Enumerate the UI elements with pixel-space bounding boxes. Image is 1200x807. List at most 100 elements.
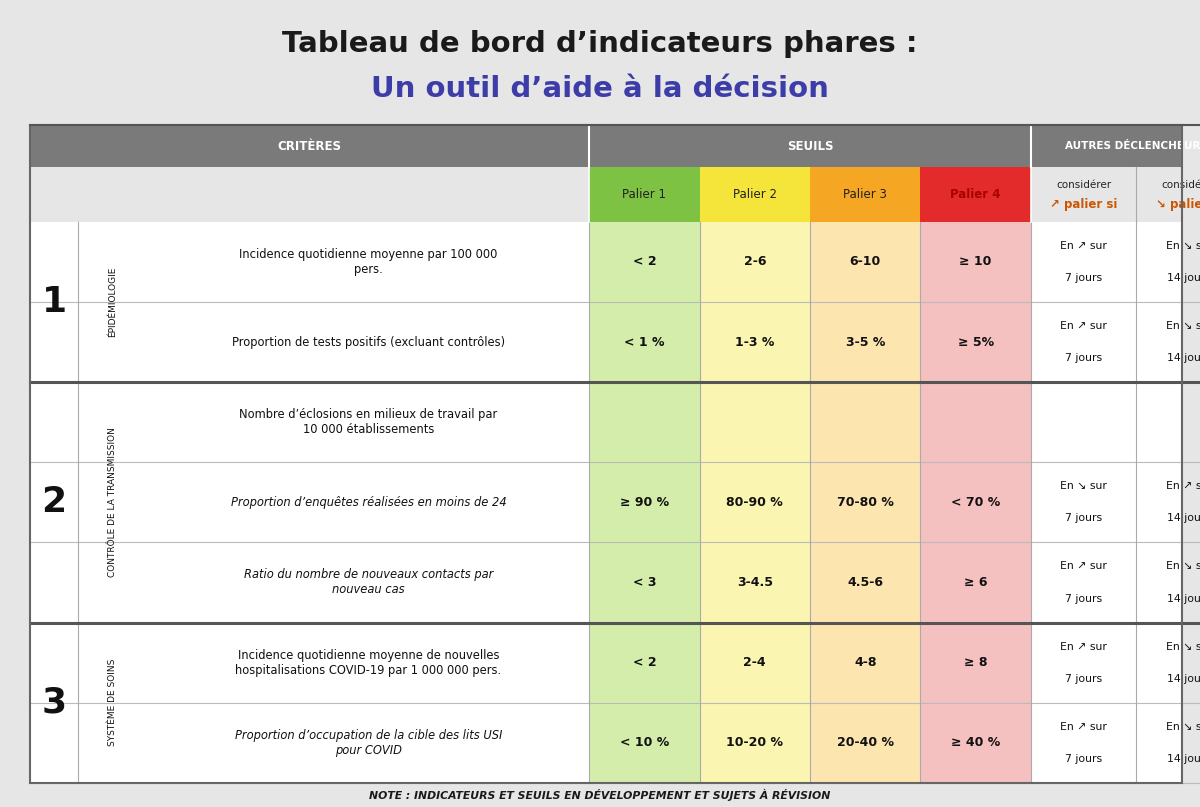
Bar: [589, 542, 700, 622]
Text: Un outil d’aide à la décision: Un outil d’aide à la décision: [371, 75, 829, 102]
Bar: [589, 462, 700, 542]
Text: SYSTÈME DE SOINS: SYSTÈME DE SOINS: [108, 659, 118, 746]
Text: En ↗ sur: En ↗ sur: [1060, 642, 1108, 651]
Bar: [700, 542, 810, 622]
Text: 4.5-6: 4.5-6: [847, 576, 883, 589]
Text: ≥ 40 %: ≥ 40 %: [950, 736, 1001, 749]
Text: 2: 2: [42, 485, 66, 520]
Text: 80-90 %: 80-90 %: [726, 495, 784, 509]
Bar: [30, 125, 1182, 167]
Bar: [700, 167, 810, 222]
Bar: [920, 222, 1031, 302]
Text: considérer: considérer: [1056, 180, 1111, 190]
Bar: [920, 462, 1031, 542]
Bar: [589, 622, 700, 703]
Text: En ↘ sur: En ↘ sur: [1165, 321, 1200, 331]
Text: < 1 %: < 1 %: [624, 336, 665, 349]
Text: Palier 1: Palier 1: [623, 188, 666, 201]
Bar: [589, 703, 700, 783]
Text: considérer: considérer: [1162, 180, 1200, 190]
Text: Ratio du nombre de nouveaux contacts par
nouveau cas: Ratio du nombre de nouveaux contacts par…: [244, 568, 493, 596]
Text: < 2: < 2: [632, 656, 656, 669]
Bar: [810, 383, 920, 462]
Bar: [30, 222, 1182, 302]
Text: 14 jours: 14 jours: [1168, 754, 1200, 763]
Bar: [920, 167, 1031, 222]
Bar: [700, 622, 810, 703]
Text: Palier 4: Palier 4: [950, 188, 1001, 201]
Text: 3-4.5: 3-4.5: [737, 576, 773, 589]
Bar: [700, 222, 810, 302]
Bar: [589, 222, 700, 302]
Bar: [920, 383, 1031, 462]
Bar: [700, 462, 810, 542]
Text: Palier 2: Palier 2: [733, 188, 776, 201]
Text: 14 jours: 14 jours: [1168, 353, 1200, 363]
Text: ≥ 8: ≥ 8: [964, 656, 988, 669]
Text: Proportion de tests positifs (excluant contrôles): Proportion de tests positifs (excluant c…: [232, 336, 505, 349]
Text: 7 jours: 7 jours: [1066, 754, 1102, 763]
Text: 7 jours: 7 jours: [1066, 674, 1102, 684]
Text: ≥ 6: ≥ 6: [964, 576, 988, 589]
Text: 4-8: 4-8: [854, 656, 876, 669]
Bar: [810, 622, 920, 703]
Bar: [30, 622, 1182, 703]
Text: ↘ palier si: ↘ palier si: [1156, 198, 1200, 211]
Text: ↗ palier si: ↗ palier si: [1050, 198, 1117, 211]
Text: CONTRÔLE DE LA TRANSMISSION: CONTRÔLE DE LA TRANSMISSION: [108, 428, 118, 577]
Text: En ↗ sur: En ↗ sur: [1060, 321, 1108, 331]
Text: 70-80 %: 70-80 %: [836, 495, 894, 509]
Text: 14 jours: 14 jours: [1168, 674, 1200, 684]
Bar: [589, 383, 700, 462]
Text: 7 jours: 7 jours: [1066, 273, 1102, 283]
Text: En ↗ sur: En ↗ sur: [1165, 481, 1200, 491]
Bar: [810, 703, 920, 783]
Text: En ↗ sur: En ↗ sur: [1060, 721, 1108, 732]
Text: < 70 %: < 70 %: [950, 495, 1001, 509]
Text: 1: 1: [42, 285, 66, 319]
Text: Proportion d’enquêtes réalisées en moins de 24: Proportion d’enquêtes réalisées en moins…: [230, 495, 506, 509]
Text: Incidence quotidienne moyenne par 100 000
pers.: Incidence quotidienne moyenne par 100 00…: [239, 248, 498, 276]
Text: Proportion d’occupation de la cible des lits USI
pour COVID: Proportion d’occupation de la cible des …: [235, 729, 502, 757]
Text: 14 jours: 14 jours: [1168, 513, 1200, 524]
Bar: [810, 167, 920, 222]
Bar: [810, 222, 920, 302]
Text: 14 jours: 14 jours: [1168, 273, 1200, 283]
Text: ≥ 5%: ≥ 5%: [958, 336, 994, 349]
Text: En ↘ sur: En ↘ sur: [1165, 562, 1200, 571]
Text: Palier 3: Palier 3: [844, 188, 887, 201]
Text: ÉPIDÉMIOLOGIE: ÉPIDÉMIOLOGIE: [108, 267, 118, 337]
Bar: [30, 125, 1182, 783]
Text: 2-4: 2-4: [744, 656, 766, 669]
Text: < 2: < 2: [632, 256, 656, 269]
Bar: [589, 167, 700, 222]
Bar: [1031, 167, 1200, 222]
Text: En ↘ sur: En ↘ sur: [1165, 241, 1200, 251]
Text: En ↗ sur: En ↗ sur: [1060, 241, 1108, 251]
Bar: [30, 383, 1182, 462]
Text: < 3: < 3: [632, 576, 656, 589]
Bar: [30, 462, 1182, 542]
Text: 7 jours: 7 jours: [1066, 353, 1102, 363]
Text: 14 jours: 14 jours: [1168, 593, 1200, 604]
Text: 2-6: 2-6: [744, 256, 766, 269]
Text: 6-10: 6-10: [850, 256, 881, 269]
Text: NOTE : INDICATEURS ET SEUILS EN DÉVELOPPEMENT ET SUJETS À RÉVISION: NOTE : INDICATEURS ET SEUILS EN DÉVELOPP…: [370, 789, 830, 801]
Text: SEUILS: SEUILS: [787, 140, 833, 153]
Text: En ↘ sur: En ↘ sur: [1060, 481, 1108, 491]
Text: Incidence quotidienne moyenne de nouvelles
hospitalisations COVID-19 par 1 000 0: Incidence quotidienne moyenne de nouvell…: [235, 649, 502, 676]
Bar: [700, 703, 810, 783]
Text: Nombre d’éclosions en milieux de travail par
10 000 établissements: Nombre d’éclosions en milieux de travail…: [239, 408, 498, 437]
Text: Tableau de bord d’indicateurs phares :: Tableau de bord d’indicateurs phares :: [282, 31, 918, 58]
Text: En ↘ sur: En ↘ sur: [1165, 642, 1200, 651]
Bar: [30, 542, 1182, 622]
Text: 20-40 %: 20-40 %: [836, 736, 894, 749]
Bar: [920, 703, 1031, 783]
Text: ≥ 10: ≥ 10: [960, 256, 991, 269]
Text: 3: 3: [42, 686, 66, 720]
Text: 7 jours: 7 jours: [1066, 593, 1102, 604]
Bar: [30, 167, 589, 222]
Text: CRITÈRES: CRITÈRES: [277, 140, 342, 153]
Bar: [920, 302, 1031, 383]
Bar: [30, 703, 1182, 783]
